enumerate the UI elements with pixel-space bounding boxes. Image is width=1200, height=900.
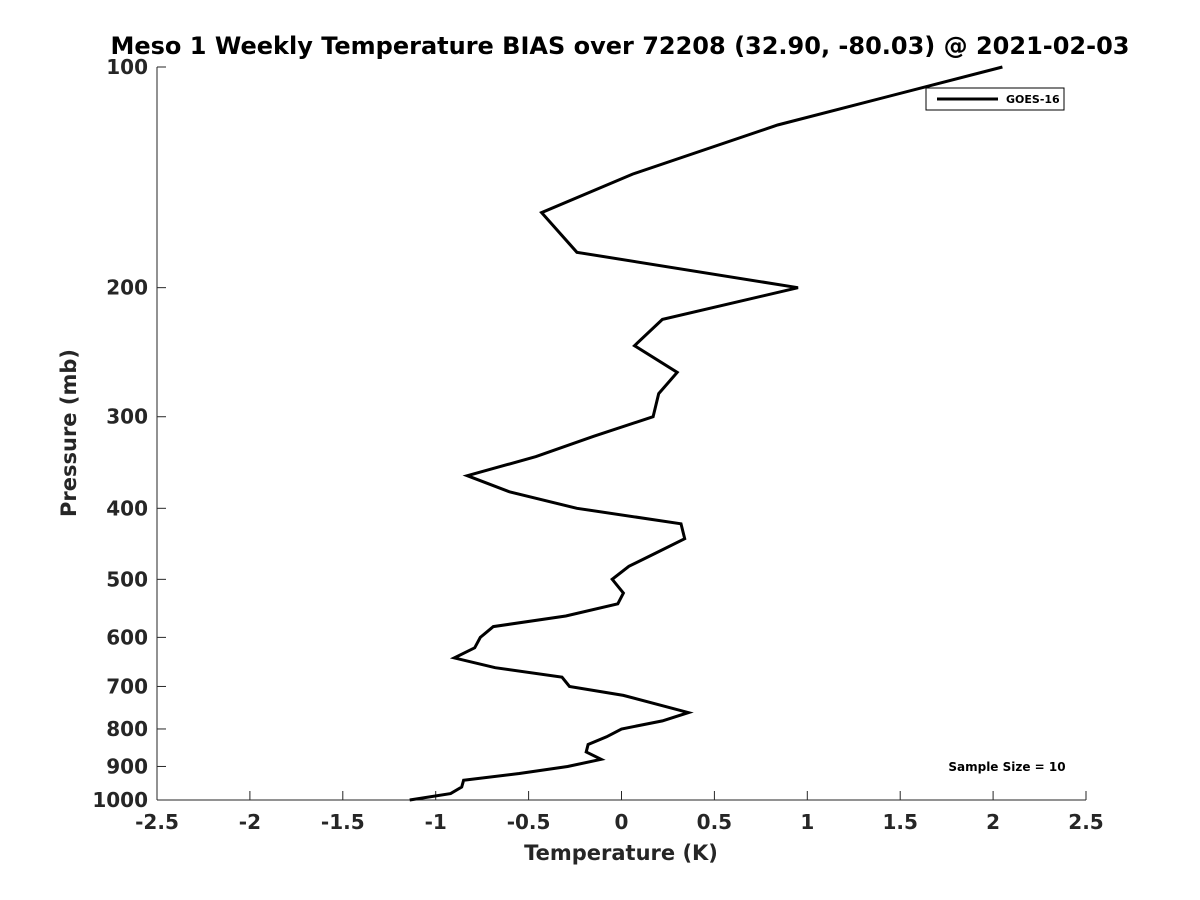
y-tick-label: 100 — [106, 55, 148, 79]
x-tick-label: -1.5 — [321, 810, 365, 834]
series-layer — [409, 65, 1003, 802]
x-tick-label: 0 — [615, 810, 629, 834]
y-tick-label: 300 — [106, 405, 148, 429]
y-axis-label: Pressure (mb) — [57, 349, 81, 517]
y-axis-ticks: 100 200 300 400 500 600 700 800 900 1000 — [92, 55, 166, 812]
x-tick-label: 0.5 — [697, 810, 732, 834]
series-line-goes-16 — [409, 65, 1003, 802]
y-tick-label: 900 — [106, 754, 148, 778]
y-tick-label: 700 — [106, 674, 148, 698]
y-tick-label: 400 — [106, 496, 148, 520]
y-tick-label: 800 — [106, 717, 148, 741]
x-tick-label: 2.5 — [1068, 810, 1103, 834]
y-tick-label: 600 — [106, 625, 148, 649]
chart-title: Meso 1 Weekly Temperature BIAS over 7220… — [110, 32, 1129, 60]
sample-size-annotation: Sample Size = 10 — [948, 760, 1065, 774]
x-tick-label: 2 — [986, 810, 1000, 834]
x-axis-ticks: -2.5 -2 -1.5 -1 -0.5 0 0.5 1 1.5 2 2.5 — [135, 791, 1104, 834]
x-tick-label: -1 — [425, 810, 447, 834]
legend-entry-goes-16: GOES-16 — [1006, 93, 1060, 106]
x-tick-label: 1 — [800, 810, 814, 834]
x-tick-label: -0.5 — [507, 810, 551, 834]
x-tick-label: 1.5 — [882, 810, 917, 834]
x-tick-label: -2.5 — [135, 810, 179, 834]
y-tick-label: 200 — [106, 276, 148, 300]
x-tick-label: -2 — [239, 810, 261, 834]
y-tick-label: 500 — [106, 567, 148, 591]
y-tick-label: 1000 — [92, 788, 148, 812]
legend: GOES-16 — [925, 87, 1065, 111]
x-axis-label: Temperature (K) — [524, 841, 718, 865]
